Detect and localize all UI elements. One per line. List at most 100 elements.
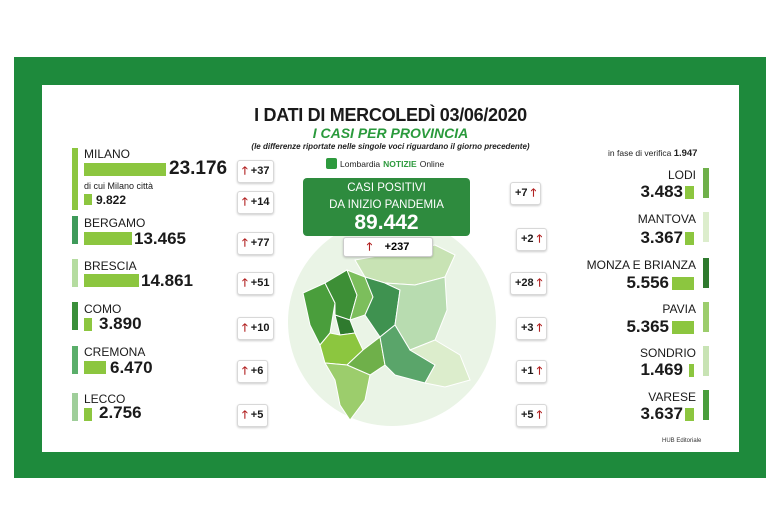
total-delta: 🡑 +237 <box>343 237 433 257</box>
delta-value: +14 <box>250 196 270 208</box>
bar-bergamo <box>84 232 132 245</box>
bergamo-side-bar <box>72 216 78 244</box>
total-delta-value: +237 <box>384 241 410 253</box>
delta-lecco: 🡑 +5 <box>237 404 269 427</box>
value-pavia: 5.365 <box>626 317 669 336</box>
province-name-mantova: MANTOVA <box>637 212 696 226</box>
bar-monza <box>672 277 694 290</box>
delta-value: +5 <box>521 409 534 421</box>
credit-text: HUB Editoriale <box>662 438 702 444</box>
bar-mantova <box>685 232 694 245</box>
brand-prefix: Lombardia <box>340 158 381 169</box>
province-name-pavia: PAVIA <box>662 302 696 316</box>
delta-mantova: +2 🡑 <box>516 228 548 251</box>
value-como: 3.890 <box>99 314 142 333</box>
cremona-side-bar <box>72 346 78 374</box>
lecco-side-bar <box>72 393 78 421</box>
total-label-2: DA INIZIO PANDEMIA <box>329 199 444 211</box>
bar-milano <box>84 163 166 176</box>
delta-value: +77 <box>250 237 270 249</box>
delta-sondrio: +1 🡑 <box>516 360 548 383</box>
province-name-milano: MILANO <box>84 147 131 161</box>
province-name-bergamo: BERGAMO <box>84 216 146 230</box>
verify-label: in fase di verifica <box>608 148 672 158</box>
province-name-cremona: CREMONA <box>84 345 146 359</box>
delta-bergamo: 🡑 +77 <box>237 232 275 255</box>
como-side-bar <box>72 302 78 330</box>
delta-brescia: 🡑 +51 <box>237 272 275 295</box>
arrow-up-icon: 🡑 <box>242 365 248 377</box>
lodi-side-bar <box>703 168 709 198</box>
delta-lodi: +7 🡑 <box>510 182 542 205</box>
verify-info: in fase di verifica 1.947 <box>608 148 697 159</box>
varese-side-bar <box>703 390 709 420</box>
value-mantova: 3.367 <box>640 228 683 247</box>
delta-pavia: +3 🡑 <box>516 317 548 340</box>
arrow-up-icon: 🡑 <box>536 365 543 377</box>
value-monza: 5.556 <box>626 273 669 292</box>
monza-side-bar <box>703 258 709 288</box>
total-value: 89.442 <box>354 211 419 234</box>
delta-value: +1 <box>521 365 534 377</box>
arrow-up-icon: 🡑 <box>242 322 248 334</box>
arrow-up-icon: 🡑 <box>242 165 248 177</box>
province-name-varese: VARESE <box>648 390 696 404</box>
delta-value: +10 <box>250 322 270 334</box>
delta-value: +37 <box>250 165 270 177</box>
bar-pavia <box>672 321 694 334</box>
arrow-up-icon: 🡑 <box>536 409 543 421</box>
sondrio-side-bar <box>703 346 709 376</box>
arrow-up-icon: 🡑 <box>242 409 248 421</box>
lombardia-map <box>288 218 496 426</box>
total-cases-box: CASI POSITIVI DA INIZIO PANDEMIA 89.442 <box>303 178 470 236</box>
province-name-sondrio: SONDRIO <box>639 346 696 360</box>
bar-lodi <box>685 186 694 199</box>
delta-value: +28 <box>515 277 534 289</box>
arrow-up-icon: 🡑 <box>242 196 248 208</box>
bar-sondrio <box>689 364 694 377</box>
delta-milano-citta: 🡑 +14 <box>237 191 275 214</box>
page-title: I DATI DI MERCOLEDÌ 03/06/2020 <box>254 105 527 125</box>
province-name-como: COMO <box>84 302 122 316</box>
delta-value: +2 <box>521 233 534 245</box>
province-name-monza: MONZA E BRIANZA <box>586 258 696 272</box>
province-name-lecco: LECCO <box>84 392 126 406</box>
value-bergamo: 13.465 <box>134 229 186 248</box>
value-cremona: 6.470 <box>110 358 153 377</box>
pavia-side-bar <box>703 302 709 332</box>
value-lecco: 2.756 <box>99 403 142 422</box>
brand-suffix: Online <box>419 158 445 169</box>
delta-value: +51 <box>250 277 270 289</box>
value-milano: 23.176 <box>169 158 228 179</box>
delta-varese: +5 🡑 <box>516 404 548 427</box>
total-label-1: CASI POSITIVI <box>347 182 426 194</box>
page-note: (le differenze riportate nelle singole v… <box>251 142 530 151</box>
arrow-up-icon: 🡑 <box>242 277 248 289</box>
value-lodi: 3.483 <box>640 182 683 201</box>
province-name-brescia: BRESCIA <box>84 259 137 273</box>
bar-lecco <box>84 408 92 421</box>
arrow-up-icon: 🡑 <box>536 322 543 334</box>
value-varese: 3.637 <box>640 404 683 423</box>
delta-cremona: 🡑 +6 <box>237 360 269 383</box>
bar-cremona <box>84 361 106 374</box>
brescia-side-bar <box>72 259 78 287</box>
province-name-lodi: LODI <box>667 168 696 182</box>
region-pavia <box>324 362 371 421</box>
arrow-up-icon: 🡑 <box>536 233 543 245</box>
bar-varese <box>685 408 694 421</box>
value-sondrio: 1.469 <box>640 360 683 379</box>
region-mantova <box>408 339 471 388</box>
arrow-up-icon: 🡑 <box>530 187 537 199</box>
arrow-up-icon: 🡑 <box>242 237 248 249</box>
bar-milano-citta <box>84 194 92 205</box>
delta-como: 🡑 +10 <box>237 317 275 340</box>
province-name-milano-citta: di cui Milano città <box>84 181 154 191</box>
verify-value: 1.947 <box>673 148 698 159</box>
bar-como <box>84 318 92 331</box>
delta-value: +7 <box>515 187 528 199</box>
value-milano-citta: 9.822 <box>96 193 127 207</box>
delta-monza: +28 🡑 <box>510 272 548 295</box>
arrow-up-icon: 🡑 <box>536 277 543 289</box>
delta-value: +6 <box>250 365 264 377</box>
